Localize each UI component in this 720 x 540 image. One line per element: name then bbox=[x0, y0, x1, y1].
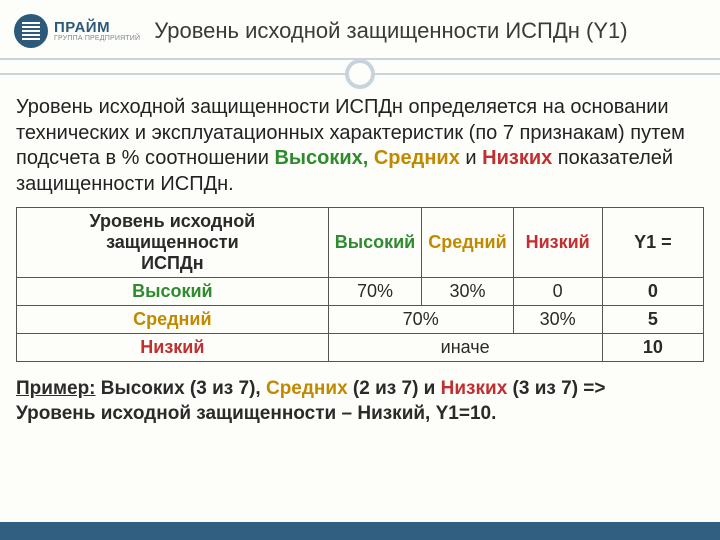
table-header-row: Уровень исходной защищенности ИСПДн Высо… bbox=[17, 208, 704, 278]
divider bbox=[0, 59, 720, 89]
th-high: Высокий bbox=[328, 208, 422, 278]
footer-band bbox=[0, 522, 720, 540]
row-label-med: Средний bbox=[17, 306, 329, 334]
th-low: Низкий bbox=[513, 208, 602, 278]
page-title: Уровень исходной защищенности ИСПДн (Y1) bbox=[154, 18, 627, 44]
cell: 30% bbox=[422, 278, 513, 306]
table-row: Высокий 70% 30% 0 0 bbox=[17, 278, 704, 306]
intro-paragraph: Уровень исходной защищенности ИСПДн опре… bbox=[16, 95, 704, 197]
ex-p1: Высоких (3 из 7), bbox=[96, 378, 266, 399]
logo-text: ПРАЙМ ГРУППА ПРЕДПРИЯТИЙ bbox=[54, 20, 140, 42]
logo-sub: ГРУППА ПРЕДПРИЯТИЙ bbox=[54, 35, 140, 42]
row-label-low: Низкий bbox=[17, 334, 329, 362]
cell-y: 5 bbox=[602, 306, 703, 334]
para-low: Низких bbox=[482, 147, 552, 169]
levels-table: Уровень исходной защищенности ИСПДн Высо… bbox=[16, 207, 704, 362]
ex-conclusion: Уровень исходной защищенности – Низкий, … bbox=[16, 403, 496, 424]
ex-p3: (3 из 7) => bbox=[507, 378, 605, 399]
example-lead: Пример: bbox=[16, 378, 96, 399]
logo-mark-icon bbox=[14, 14, 48, 48]
table-row: Средний 70% 30% 5 bbox=[17, 306, 704, 334]
cell: 30% bbox=[513, 306, 602, 334]
cell-y: 0 bbox=[602, 278, 703, 306]
cell: 0 bbox=[513, 278, 602, 306]
para-med: Средних bbox=[374, 147, 466, 169]
header: ПРАЙМ ГРУППА ПРЕДПРИЯТИЙ Уровень исходно… bbox=[0, 0, 720, 60]
ex-p2: (2 из 7) и bbox=[348, 378, 441, 399]
cell: иначе bbox=[328, 334, 602, 362]
row-label-high: Высокий bbox=[17, 278, 329, 306]
table-row: Низкий иначе 10 bbox=[17, 334, 704, 362]
example-paragraph: Пример: Высоких (3 из 7), Средних (2 из … bbox=[16, 376, 704, 426]
para-high: Высоких, bbox=[274, 147, 373, 169]
th-level: Уровень исходной защищенности ИСПДн bbox=[17, 208, 329, 278]
ex-low: Низких bbox=[441, 378, 508, 399]
content: Уровень исходной защищенности ИСПДн опре… bbox=[0, 89, 720, 427]
th-med: Средний bbox=[422, 208, 513, 278]
cell: 70% bbox=[328, 306, 513, 334]
logo-name: ПРАЙМ bbox=[54, 20, 140, 35]
cell: 70% bbox=[328, 278, 422, 306]
para-and: и bbox=[465, 147, 482, 169]
divider-circle-icon bbox=[345, 59, 375, 89]
cell-y: 10 bbox=[602, 334, 703, 362]
ex-med: Средних bbox=[266, 378, 348, 399]
logo: ПРАЙМ ГРУППА ПРЕДПРИЯТИЙ bbox=[14, 14, 140, 48]
th-y1: Y1 = bbox=[602, 208, 703, 278]
